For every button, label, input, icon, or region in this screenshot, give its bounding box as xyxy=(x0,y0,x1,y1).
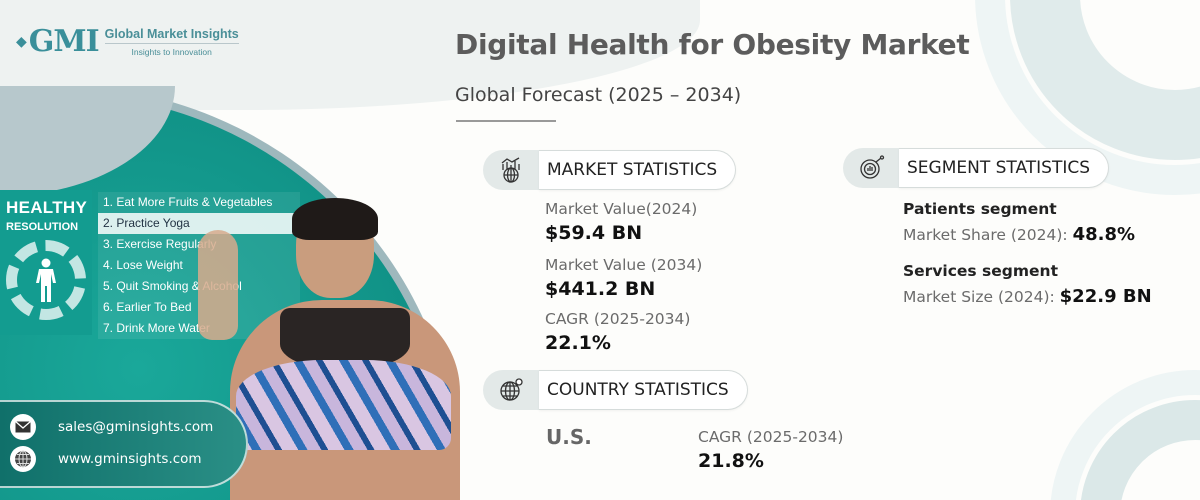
market-share-value: 48.8% xyxy=(1072,224,1136,245)
market-value-2024-label: Market Value(2024) xyxy=(545,200,698,218)
logo-diamond-icon: ◆ xyxy=(16,33,27,50)
human-figure-icon xyxy=(36,258,56,302)
resolution-item-active: 2. Practice Yoga xyxy=(98,213,300,234)
market-value-2034: $441.2 BN xyxy=(545,278,656,300)
contact-website[interactable]: www.gminsights.com xyxy=(58,451,202,467)
gmi-logo: ◆ GMI Global Market Insights Insights to… xyxy=(16,24,239,59)
patients-segment-line: Market Share (2024): 48.8% xyxy=(903,224,1135,245)
segment-statistics-heading: SEGMENT STATISTICS xyxy=(899,148,1110,188)
cagr-value: 22.1% xyxy=(545,332,611,354)
progress-ring-icon xyxy=(6,240,86,320)
market-statistics-header: MARKET STATISTICS xyxy=(483,150,737,190)
healthy-title: HEALTHY xyxy=(6,198,88,217)
contact-email-row[interactable]: sales@gminsights.com xyxy=(10,414,213,440)
contact-box: sales@gminsights.com www.gminsights.com xyxy=(0,400,248,488)
services-segment-title: Services segment xyxy=(903,262,1058,280)
page-title: Digital Health for Obesity Market xyxy=(455,28,970,61)
services-segment-line: Market Size (2024): $22.9 BN xyxy=(903,286,1152,307)
globe-pin-icon xyxy=(483,370,539,410)
person-mesh-top xyxy=(280,308,410,368)
market-size-label: Market Size (2024): xyxy=(903,288,1060,306)
logo-mark: GMI xyxy=(28,24,100,59)
market-share-label: Market Share (2024): xyxy=(903,226,1073,244)
segment-chart-icon xyxy=(843,148,899,188)
country-name: U.S. xyxy=(546,425,592,449)
patients-segment-title: Patients segment xyxy=(903,200,1057,218)
globe-icon xyxy=(10,446,36,472)
country-cagr-label: CAGR (2025-2034) xyxy=(698,428,844,446)
title-divider xyxy=(456,120,556,122)
person-hair xyxy=(292,198,378,240)
resolution-item: 1. Eat More Fruits & Vegetables xyxy=(98,192,300,213)
chart-globe-icon xyxy=(483,150,539,190)
contact-email[interactable]: sales@gminsights.com xyxy=(58,419,214,435)
contact-website-row[interactable]: www.gminsights.com xyxy=(10,446,202,472)
cagr-label: CAGR (2025-2034) xyxy=(545,310,691,328)
market-value-2034-label: Market Value (2034) xyxy=(545,256,703,274)
country-cagr-value: 21.8% xyxy=(698,450,764,472)
person-sports-bra xyxy=(236,360,451,450)
market-value-2024: $59.4 BN xyxy=(545,222,643,244)
logo-tagline: Insights to Innovation xyxy=(131,46,212,57)
page-subtitle: Global Forecast (2025 – 2034) xyxy=(455,84,742,106)
market-size-value: $22.9 BN xyxy=(1059,286,1152,307)
envelope-icon xyxy=(10,414,36,440)
market-statistics-heading: MARKET STATISTICS xyxy=(539,150,737,190)
logo-name: Global Market Insights xyxy=(104,27,239,44)
country-statistics-heading: COUNTRY STATISTICS xyxy=(539,370,748,410)
resolution-subtitle: RESOLUTION xyxy=(6,221,79,233)
person-hand xyxy=(198,230,238,340)
country-statistics-header: COUNTRY STATISTICS xyxy=(483,370,748,410)
segment-statistics-header: SEGMENT STATISTICS xyxy=(843,148,1110,188)
